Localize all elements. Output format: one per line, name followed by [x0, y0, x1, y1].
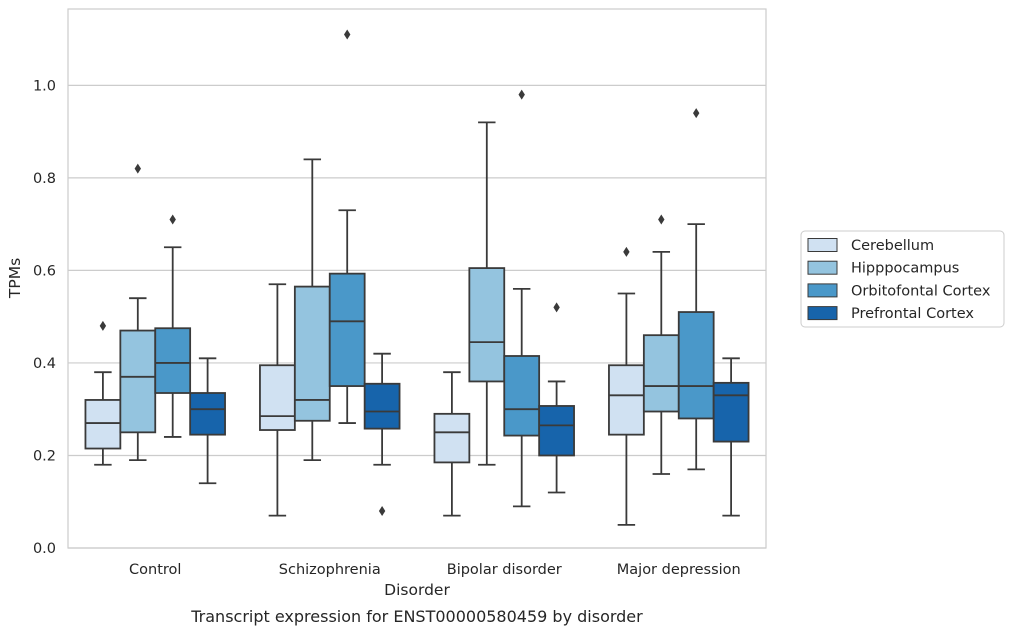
- box: [189, 357, 226, 485]
- box-body: [677, 311, 715, 420]
- box: [154, 214, 192, 438]
- legend-swatch: [807, 306, 838, 321]
- box-body: [154, 327, 192, 394]
- box-body: [608, 364, 645, 436]
- plot-frame: [67, 8, 767, 549]
- box: [119, 163, 157, 461]
- series-prefrontal-cortex: [189, 302, 750, 517]
- legend-label: Cerebellum: [851, 238, 934, 254]
- y-tick-labels: 0.0 0.2 0.4 0.6 0.8 1.0: [33, 78, 56, 557]
- outlier-point: [344, 29, 351, 40]
- box-body: [433, 412, 471, 464]
- outlier-point: [378, 505, 386, 516]
- legend-label: Prefrontal Cortex: [851, 306, 974, 322]
- box-body: [642, 334, 680, 413]
- x-axis-label: Disorder: [384, 581, 450, 599]
- y-axis-label: TPMs: [6, 258, 24, 299]
- box: [538, 302, 575, 494]
- outlier-point: [99, 320, 107, 331]
- y-tick-label: 0.8: [33, 171, 56, 187]
- legend: Cerebellum Hipppocampus Orbitofontal Corte…: [800, 230, 1005, 328]
- legend-swatch: [807, 238, 838, 252]
- legend-swatch: [807, 283, 838, 298]
- y-tick-label: 0.0: [33, 541, 56, 557]
- y-tick-label: 0.6: [33, 263, 56, 279]
- x-tick-label: Schizophrenia: [279, 562, 381, 578]
- x-tick-label: Bipolar disorder: [447, 562, 562, 578]
- series-orbitofontal-cortex: [154, 29, 715, 508]
- outlier-point: [134, 163, 141, 174]
- box: [259, 283, 296, 517]
- box-body: [328, 272, 366, 387]
- box-groups: [84, 29, 750, 526]
- outlier-point: [553, 302, 560, 313]
- box-body: [84, 399, 122, 450]
- box: [328, 29, 366, 424]
- y-tick-label: 1.0: [33, 78, 56, 94]
- box: [468, 121, 506, 466]
- x-tick-labels: Control Schizophrenia Bipolar disorder Majo…: [129, 562, 741, 578]
- box: [363, 352, 401, 516]
- box-body: [468, 267, 506, 383]
- box-body: [538, 405, 575, 457]
- legend-label: Hipppocampus: [851, 261, 959, 277]
- legend-label: Orbitofontal Cortex: [851, 283, 991, 299]
- series-hipppocampus: [119, 121, 680, 475]
- outlier-point: [693, 108, 700, 119]
- box-body: [119, 329, 157, 434]
- x-tick-label: Major depression: [617, 562, 741, 578]
- box-body: [712, 381, 750, 443]
- legend-swatch: [807, 260, 838, 275]
- x-tick-label: Control: [129, 562, 181, 578]
- box-body: [503, 355, 541, 437]
- y-tick-label: 0.2: [33, 448, 56, 464]
- box: [712, 357, 750, 517]
- box: [503, 89, 541, 508]
- outlier-point: [169, 214, 176, 225]
- box-body: [363, 382, 401, 430]
- box: [677, 108, 715, 471]
- y-tick-label: 0.4: [33, 356, 56, 372]
- box-body: [189, 392, 226, 436]
- box: [642, 214, 680, 475]
- outlier-point: [658, 214, 665, 225]
- chart-caption: Transcript expression for ENST0000058045…: [190, 607, 643, 626]
- outlier-point: [518, 89, 525, 100]
- box: [433, 371, 471, 517]
- box-body: [259, 364, 296, 431]
- legend-frame: [800, 230, 1005, 328]
- outlier-point: [623, 246, 630, 257]
- plot-area: [68, 9, 766, 548]
- box: [84, 320, 122, 466]
